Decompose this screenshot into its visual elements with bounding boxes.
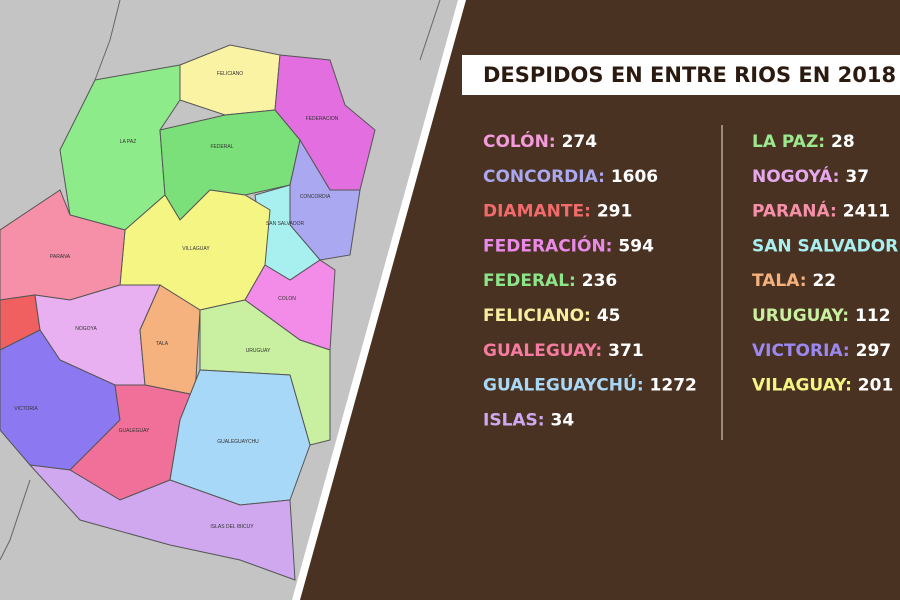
region-label: ISLAS DEL IBICUY (210, 524, 254, 530)
layoff-count: 37 (845, 167, 869, 187)
region-name: LA PAZ: (752, 132, 825, 152)
title-band (462, 55, 900, 95)
layoff-count: 201 (858, 376, 894, 396)
region-name: GUALEGUAY: (483, 341, 602, 361)
list-item: GUALEGUAY: 371 (483, 341, 644, 361)
region-label: TALA (156, 341, 169, 347)
region-name: ISLAS: (483, 410, 545, 430)
layoff-count: 34 (551, 410, 575, 430)
brown-panel (300, 0, 900, 600)
region-label: SAN SALVADOR (266, 221, 305, 227)
region-label: FEDERACION (306, 116, 339, 122)
list: COLÓN: 274 CONCORDIA: 1606 DIAMANTE: 291 FE… (483, 130, 900, 430)
list-item: SAN SALVADOR: (752, 236, 900, 256)
region-label: CONCORDIA (300, 194, 331, 200)
region-label: VICTORIA (14, 406, 38, 412)
list-item: FEDERACIÓN: 594 (483, 234, 654, 256)
list-item: URUGUAY: 112 (752, 306, 891, 326)
list-item: PARANÁ: 2411 (752, 200, 890, 222)
region-label: FELICIANO (217, 71, 244, 77)
layoff-count: 112 (855, 306, 891, 326)
region-name: DIAMANTE: (483, 202, 591, 222)
region-name: FEDERAL: (483, 271, 576, 291)
region-name: GUALEGUAYCHÚ: (483, 374, 644, 396)
layoff-count: 297 (856, 341, 892, 361)
region-name: NOGOYÁ: (752, 165, 839, 187)
layoff-count: 274 (562, 132, 598, 152)
layoff-count: 22 (812, 271, 836, 291)
region-label: FEDERAL (210, 144, 233, 150)
list-item: DIAMANTE: 291 (483, 202, 632, 222)
title: DESPIDOS EN ENTRE RIOS EN 2018 (483, 63, 896, 87)
region-label: NOGOYA (75, 326, 97, 332)
region-name: URUGUAY: (752, 306, 849, 326)
region-label: GUALEGUAYCHU (217, 439, 259, 445)
region-label: URUGUAY (246, 348, 271, 354)
region-name: FELICIANO: (483, 306, 591, 326)
region-name: VILAGUAY: (752, 376, 852, 396)
region-name: TALA: (752, 271, 807, 291)
list-item: ISLAS: 34 (483, 410, 574, 430)
map-labels: FELICIANO FEDERACION LA PAZ FEDERAL CONCORDI… (14, 71, 339, 530)
list-item: VICTORIA: 297 (752, 341, 891, 361)
region-label: GUALEGUAY (119, 428, 150, 434)
list-item: LA PAZ: 28 (752, 132, 855, 152)
layoff-count: 1606 (611, 167, 658, 187)
list-item: TALA: 22 (752, 271, 836, 291)
layoff-count: 236 (582, 271, 618, 291)
region-name: CONCORDIA: (483, 167, 605, 187)
list-item: FELICIANO: 45 (483, 306, 620, 326)
layoff-count: 371 (608, 341, 644, 361)
list-item: VILAGUAY: 201 (752, 376, 893, 396)
layoff-count: 45 (597, 306, 621, 326)
region-label: COLON (278, 296, 296, 302)
list-item: FEDERAL: 236 (483, 271, 617, 291)
list-item: GUALEGUAYCHÚ: 1272 (483, 374, 697, 396)
list-item: COLÓN: 274 (483, 130, 597, 152)
layoff-count: 594 (618, 236, 654, 256)
region-label: PARANA (50, 254, 71, 260)
list-item: NOGOYÁ: 37 (752, 165, 869, 187)
layoff-count: 291 (597, 202, 633, 222)
region-label: LA PAZ (120, 139, 137, 145)
region-name: VICTORIA: (752, 341, 850, 361)
layoff-count: 28 (831, 132, 855, 152)
border-lines (0, 0, 441, 561)
layoff-count: 2411 (843, 202, 890, 222)
region-name: PARANÁ: (752, 200, 837, 222)
region-name: FEDERACIÓN: (483, 234, 612, 256)
region (28, 464, 296, 581)
region-name: COLÓN: (483, 130, 556, 152)
list-item: CONCORDIA: 1606 (483, 167, 658, 187)
layoff-count: 1272 (650, 376, 697, 396)
region-label: VILLAGUAY (182, 246, 210, 252)
province-map (0, 44, 376, 581)
region-name: SAN SALVADOR: (752, 236, 900, 256)
